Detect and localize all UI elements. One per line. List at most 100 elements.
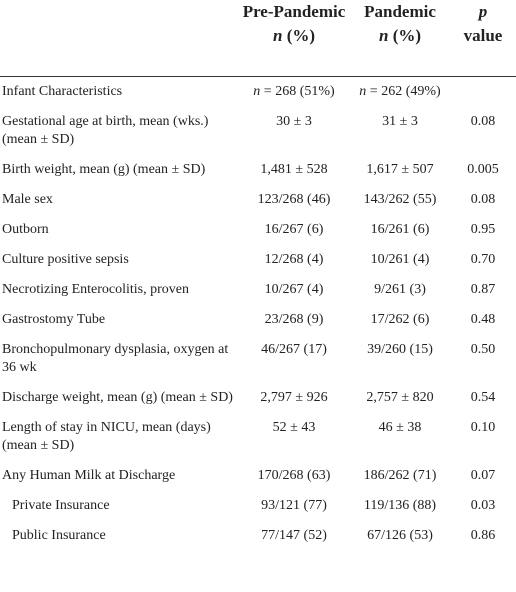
table-cell: n = 262 (49%) [350, 77, 450, 108]
cell-text: 10/267 (4) [264, 282, 324, 297]
table-cell: 10/261 (4) [350, 245, 450, 275]
table-cell: 52 ± 43 [238, 413, 350, 461]
table-cell: 0.08 [450, 107, 516, 155]
cell-text: 0.08 [470, 192, 496, 207]
table-cell: 31 ± 3 [350, 107, 450, 155]
table-cell: Culture positive sepsis [0, 245, 238, 275]
table-row: Necrotizing Enterocolitis, proven 10/267 … [0, 275, 516, 305]
table-cell: 16/261 (6) [350, 215, 450, 245]
cell-text: 46/267 (17) [261, 342, 327, 357]
table-cell: 0.50 [450, 335, 516, 383]
cell-text: 123/268 (46) [257, 192, 331, 207]
cell-text: 0.07 [470, 468, 496, 483]
table-cell [450, 77, 516, 108]
cell-text: 9/261 (3) [374, 282, 426, 297]
table-cell: 0.70 [450, 245, 516, 275]
header-em: n [272, 26, 283, 45]
table-cell: Any Human Milk at Discharge [0, 461, 238, 491]
cell-text: 52 ± 43 [272, 420, 316, 435]
cell-text: 143/262 (55) [363, 192, 437, 207]
table-cell: Private Insurance [0, 491, 238, 521]
table-cell: 12/268 (4) [238, 245, 350, 275]
table-row: Bronchopulmonary dysplasia, oxygen at 36… [0, 335, 516, 383]
cell-text: 0.86 [470, 528, 496, 543]
cell-text: = 262 (49%) [369, 84, 441, 99]
cell-text: Outborn [2, 222, 49, 237]
cell-text: 93/121 (77) [261, 498, 327, 513]
cell-text: 0.10 [470, 420, 496, 435]
table-cell: 46/267 (17) [238, 335, 350, 383]
table-cell: 93/121 (77) [238, 491, 350, 521]
table-cell: Outborn [0, 215, 238, 245]
table-cell: 0.86 [450, 521, 516, 551]
header-cell: Pandemic n (%) [350, 0, 450, 77]
cell-text: Any Human Milk at Discharge [2, 468, 176, 483]
table-row: Discharge weight, mean (g) (mean ± SD) 2,… [0, 383, 516, 413]
table-cell: Public Insurance [0, 521, 238, 551]
cell-text: 119/136 (88) [363, 498, 437, 513]
table-row: Any Human Milk at Discharge 170/268 (63) 1… [0, 461, 516, 491]
cell-text: 0.70 [470, 252, 496, 267]
table-cell: 0.87 [450, 275, 516, 305]
cell-text: Discharge weight, mean (g) (mean ± SD) [2, 390, 233, 405]
cell-text: 170/268 (63) [257, 468, 331, 483]
cell-text: = 268 (51%) [263, 84, 335, 99]
table-row: Birth weight, mean (g) (mean ± SD) 1,481 … [0, 155, 516, 185]
header-title: Pre-Pandemic [242, 2, 346, 21]
header-cell: Pre-Pandemic n (%) [238, 0, 350, 77]
header-em: n [378, 26, 389, 45]
cell-text: 10/261 (4) [370, 252, 430, 267]
table-cell: n = 268 (51%) [238, 77, 350, 108]
cell-text: Gestational age at birth, mean (wks.) (m… [2, 114, 209, 147]
cell-text: Length of stay in NICU, mean (days) (mea… [2, 420, 211, 453]
table-cell: Length of stay in NICU, mean (days) (mea… [0, 413, 238, 461]
cell-text: 39/260 (15) [367, 342, 433, 357]
cell-text: 1,617 ± 507 [366, 162, 434, 177]
header-row: Pre-Pandemic n (%) Pandemic n (%) p value [0, 0, 516, 77]
cell-text: 12/268 (4) [264, 252, 324, 267]
header-title: p [452, 0, 514, 24]
cell-text: Public Insurance [12, 528, 106, 543]
table-cell: 23/268 (9) [238, 305, 350, 335]
header-rest: (%) [286, 26, 316, 45]
cell-text: 0.54 [470, 390, 496, 405]
cell-text: 186/262 (71) [363, 468, 437, 483]
table-cell: 123/268 (46) [238, 185, 350, 215]
cell-text: 2,797 ± 926 [260, 390, 328, 405]
cell-text: 23/268 (9) [264, 312, 324, 327]
table-cell: Discharge weight, mean (g) (mean ± SD) [0, 383, 238, 413]
cell-text: 16/267 (6) [264, 222, 324, 237]
cell-text: Culture positive sepsis [2, 252, 129, 267]
cell-em: n [253, 84, 261, 99]
table-row: Gestational age at birth, mean (wks.) (m… [0, 107, 516, 155]
header-sub: n (%) [240, 24, 348, 48]
table-cell: 0.005 [450, 155, 516, 185]
table-cell: Gestational age at birth, mean (wks.) (m… [0, 107, 238, 155]
cell-text: 0.95 [470, 222, 496, 237]
cell-text: 2,757 ± 820 [366, 390, 434, 405]
table-cell: 39/260 (15) [350, 335, 450, 383]
table-row: Private Insurance 93/121 (77) 119/136 (88)… [0, 491, 516, 521]
table-cell: 170/268 (63) [238, 461, 350, 491]
cell-text: 0.48 [470, 312, 496, 327]
cell-text: 0.08 [470, 114, 496, 129]
header-rest: (%) [392, 26, 422, 45]
cell-text: Necrotizing Enterocolitis, proven [2, 282, 189, 297]
table-cell: 77/147 (52) [238, 521, 350, 551]
cell-text: 1,481 ± 528 [260, 162, 328, 177]
table-cell: 2,797 ± 926 [238, 383, 350, 413]
header-em: p [478, 2, 488, 21]
table-row: Infant Characteristics n = 268 (51%) n = 2… [0, 77, 516, 108]
cell-text: 46 ± 38 [378, 420, 422, 435]
table-cell: Bronchopulmonary dysplasia, oxygen at 36… [0, 335, 238, 383]
table-cell: 0.95 [450, 215, 516, 245]
table-cell: 2,757 ± 820 [350, 383, 450, 413]
data-table: Pre-Pandemic n (%) Pandemic n (%) p value Inf… [0, 0, 516, 551]
table-cell: 0.48 [450, 305, 516, 335]
table-cell: 1,617 ± 507 [350, 155, 450, 185]
cell-text: 67/126 (53) [367, 528, 433, 543]
table-row: Length of stay in NICU, mean (days) (mea… [0, 413, 516, 461]
cell-text: 0.87 [470, 282, 496, 297]
cell-text: Private Insurance [12, 498, 110, 513]
